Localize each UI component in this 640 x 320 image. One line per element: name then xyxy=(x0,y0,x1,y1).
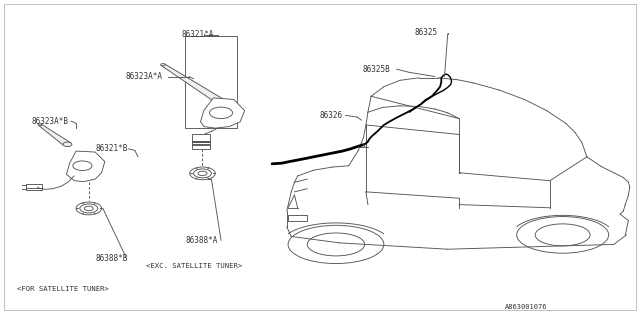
Ellipse shape xyxy=(226,106,237,112)
Polygon shape xyxy=(38,124,71,146)
FancyBboxPatch shape xyxy=(184,36,237,128)
Ellipse shape xyxy=(38,124,42,126)
Text: 86323A*A: 86323A*A xyxy=(125,72,162,81)
FancyBboxPatch shape xyxy=(26,184,42,190)
FancyBboxPatch shape xyxy=(288,215,307,220)
Polygon shape xyxy=(67,151,105,182)
FancyBboxPatch shape xyxy=(192,142,210,149)
FancyBboxPatch shape xyxy=(192,134,210,141)
Text: 86321*B: 86321*B xyxy=(95,144,127,153)
Text: <EXC. SATELLITE TUNER>: <EXC. SATELLITE TUNER> xyxy=(147,263,243,269)
Polygon shape xyxy=(200,98,244,128)
Text: 86325B: 86325B xyxy=(363,65,390,74)
Text: <FOR SATELLITE TUNER>: <FOR SATELLITE TUNER> xyxy=(17,286,109,292)
Text: 86388*A: 86388*A xyxy=(186,236,218,245)
Text: 86388*B: 86388*B xyxy=(95,254,127,263)
Ellipse shape xyxy=(63,142,72,147)
Text: 86323A*B: 86323A*B xyxy=(31,116,68,126)
Polygon shape xyxy=(161,64,236,110)
Text: 86326: 86326 xyxy=(320,111,343,120)
Ellipse shape xyxy=(161,64,165,66)
Text: A863001076: A863001076 xyxy=(505,304,548,310)
Text: 86321*A: 86321*A xyxy=(181,30,214,39)
Text: 86325: 86325 xyxy=(415,28,438,37)
